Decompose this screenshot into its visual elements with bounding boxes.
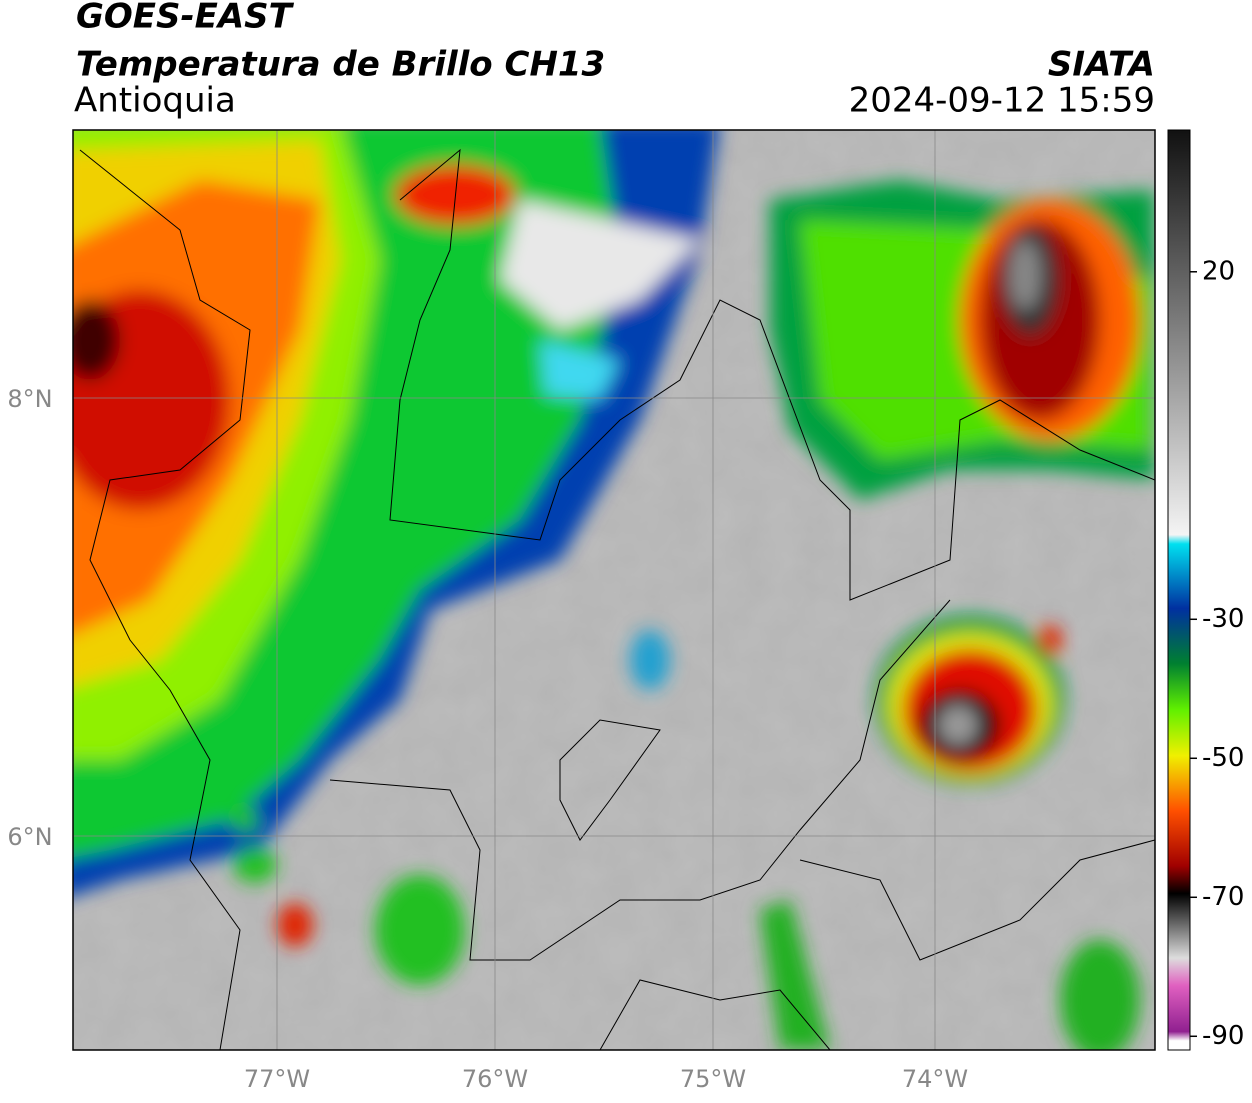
satellite: GOES-EAST: [76, 0, 295, 37]
lon-label: 75°W: [680, 1065, 746, 1093]
satellite-image: [73, 130, 1155, 1050]
lat-label: 6°N: [7, 823, 52, 851]
product: Temperatura de Brillo CH13: [76, 45, 605, 85]
colorbar-tick-label: -70: [1202, 882, 1244, 912]
colorbar-tick-label: -50: [1202, 743, 1244, 773]
graticule: [73, 130, 1155, 1050]
colorbar-tick-label: -30: [1202, 604, 1244, 634]
lon-label: 74°W: [902, 1065, 968, 1093]
colorbar-tick-label: -90: [1202, 1021, 1244, 1051]
lat-label: 8°N: [7, 385, 52, 413]
lon-label: 76°W: [462, 1065, 528, 1093]
datetime: 2024-09-12 15:59: [849, 81, 1155, 121]
colorbar-ticks: 20 -30 -50 -70 -90: [1190, 256, 1244, 1051]
colorbar: [1167, 129, 1191, 1051]
map-frame: [72, 129, 1156, 1051]
region: Antioquia: [74, 81, 236, 121]
source: SIATA: [1048, 45, 1155, 85]
colorbar-tick-label: 20: [1202, 256, 1235, 286]
lon-label: 77°W: [244, 1065, 310, 1093]
